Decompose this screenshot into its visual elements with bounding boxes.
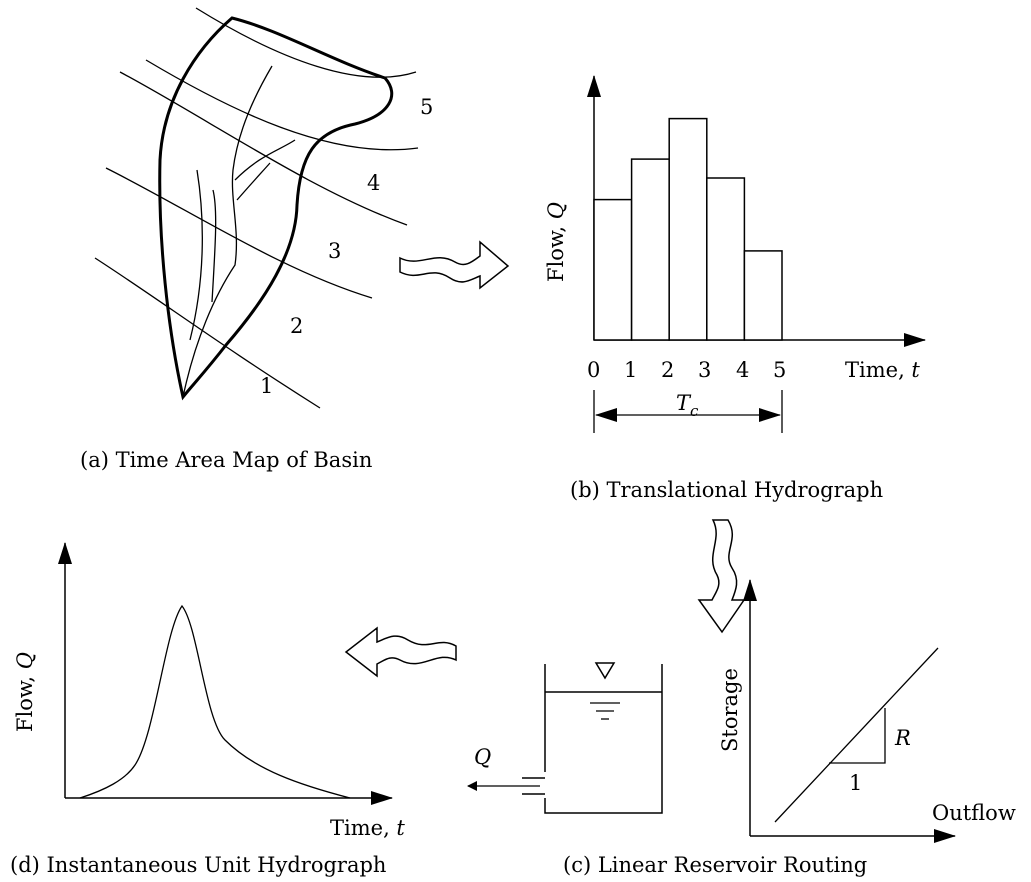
b-bar-3 <box>668 117 708 341</box>
wavy-arrow-a-to-b <box>399 240 510 290</box>
wavy-arrow-b-to-c <box>697 519 746 634</box>
panel-d-unit-hydrograph: Flow, Q Time, t (d) Instantaneous Unit H… <box>10 542 405 877</box>
outflow-label: Outflow <box>932 801 1016 825</box>
b-bar-4 <box>706 177 746 341</box>
isochrone-line-2 <box>105 167 373 299</box>
caption-c: (c) Linear Reservoir Routing <box>563 853 867 877</box>
b-ylabel: Flow, Q <box>544 202 568 282</box>
b-tick-1: 1 <box>624 358 637 382</box>
zone-label-2: 2 <box>290 314 303 338</box>
panel-b-translational-hydrograph: Flow, Q 0 1 2 3 4 5 Time, t Tc (b) Trans… <box>544 75 926 502</box>
zone-label-4: 4 <box>367 171 380 195</box>
b-tick-3: 3 <box>698 358 711 382</box>
slope-rise-label: R <box>894 726 911 750</box>
zone-label-5: 5 <box>420 95 433 119</box>
zone-label-1: 1 <box>260 374 273 398</box>
b-tick-2: 2 <box>661 358 674 382</box>
tributary-3 <box>234 139 296 181</box>
zone-label-3: 3 <box>328 239 341 263</box>
b-bars <box>593 117 783 341</box>
caption-b: (b) Translational Hydrograph <box>570 478 883 502</box>
caption-a: (a) Time Area Map of Basin <box>80 448 372 472</box>
storage-outflow-line <box>774 647 939 823</box>
main-stream <box>182 65 273 398</box>
isochrone-line-5 <box>195 7 417 78</box>
isochrone-line-1 <box>94 257 321 409</box>
tributary-2 <box>211 189 217 303</box>
tributary-1 <box>189 169 203 341</box>
slope-run-label: 1 <box>849 771 862 795</box>
b-xlabel: Time, t <box>845 358 920 382</box>
caption-d: (d) Instantaneous Unit Hydrograph <box>10 853 386 877</box>
isochrone-line-3 <box>119 71 408 226</box>
reservoir-tank-right <box>544 664 663 814</box>
b-tick-5: 5 <box>773 358 786 382</box>
storage-label: Storage <box>718 668 742 752</box>
outlet-q-label: Q <box>474 745 491 769</box>
d-xlabel: Time, t <box>330 816 405 840</box>
slope-triangle <box>829 708 886 764</box>
d-ylabel: Flow, Q <box>13 652 37 732</box>
panel-c-linear-reservoir: Q R 1 Storage Outflow (c) Linear Reservo… <box>467 579 1016 877</box>
water-level-triangle <box>594 662 616 680</box>
isochrone-line-4 <box>145 59 419 151</box>
panel-a-basin-map: 1 2 3 4 5 (a) Time Area Map of Basin <box>80 7 433 472</box>
basin-outline <box>158 16 394 401</box>
b-bar-5 <box>743 250 783 341</box>
tributary-4 <box>236 162 271 201</box>
iuh-curve <box>79 604 351 799</box>
wavy-arrow-c-to-d <box>344 626 457 678</box>
tc-label: Tc <box>676 391 699 420</box>
b-tick-4: 4 <box>736 358 749 382</box>
b-bar-2 <box>630 158 670 341</box>
b-bar-1 <box>593 198 633 341</box>
b-tick-0: 0 <box>587 358 600 382</box>
